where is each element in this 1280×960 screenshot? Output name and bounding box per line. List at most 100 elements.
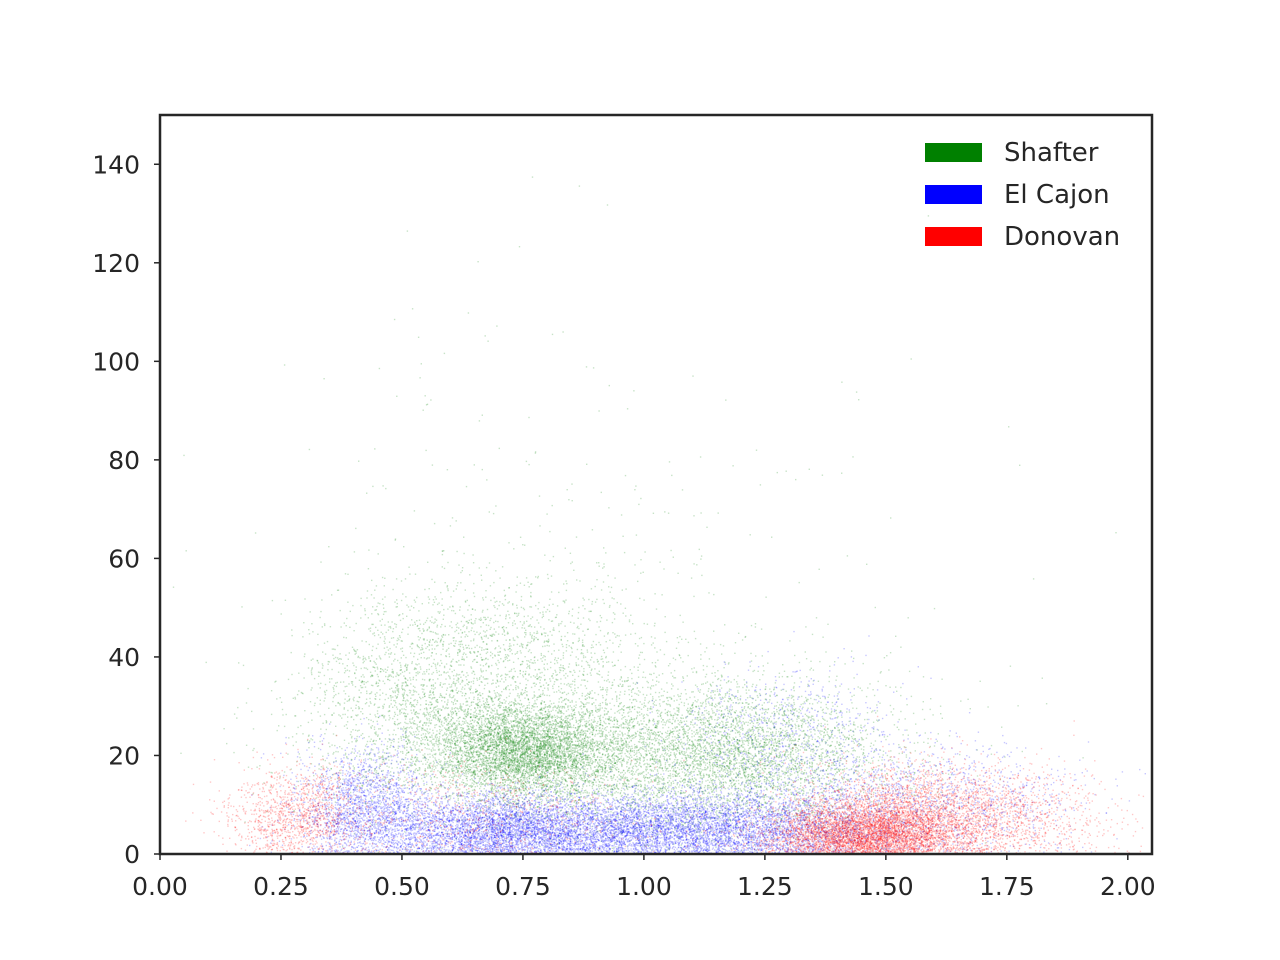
data-point — [582, 759, 584, 761]
data-point — [580, 739, 583, 741]
data-point — [597, 708, 599, 710]
data-point — [471, 747, 473, 749]
data-point — [463, 769, 465, 771]
data-point — [440, 772, 442, 774]
data-point — [597, 681, 600, 683]
data-point — [515, 734, 517, 737]
data-point — [449, 723, 451, 725]
data-point — [547, 743, 549, 745]
data-point — [497, 745, 499, 747]
data-point — [427, 753, 429, 756]
data-point — [492, 753, 495, 756]
data-point — [589, 759, 592, 761]
data-point — [587, 780, 589, 782]
data-point — [537, 762, 539, 764]
data-point — [531, 774, 533, 776]
data-point — [499, 752, 501, 754]
data-point — [447, 713, 449, 715]
data-point — [520, 766, 523, 768]
data-point — [561, 730, 564, 732]
data-point — [584, 734, 587, 737]
data-point — [546, 776, 549, 778]
data-point — [468, 755, 471, 757]
data-point — [511, 757, 513, 759]
data-point — [451, 717, 454, 719]
data-point — [509, 775, 511, 777]
data-point — [439, 763, 441, 766]
data-point — [473, 766, 475, 768]
data-point — [511, 788, 514, 790]
data-point — [534, 753, 537, 755]
data-point — [512, 767, 515, 769]
data-point — [515, 752, 517, 754]
data-point — [479, 735, 481, 737]
data-point — [667, 726, 670, 729]
data-point — [555, 751, 557, 754]
data-point — [584, 744, 587, 746]
data-point — [520, 711, 522, 713]
data-point — [430, 750, 433, 752]
data-point — [450, 734, 452, 737]
data-point — [444, 798, 446, 800]
data-point — [538, 749, 540, 751]
data-point — [569, 701, 571, 703]
data-point — [549, 732, 552, 734]
data-point — [531, 755, 534, 757]
data-point — [508, 713, 510, 716]
data-point — [543, 724, 545, 727]
data-point — [520, 779, 522, 781]
data-point — [586, 778, 588, 780]
data-point — [575, 701, 577, 703]
data-point — [443, 744, 445, 746]
data-point — [499, 736, 501, 738]
data-point — [486, 777, 488, 779]
data-point — [470, 709, 472, 711]
data-point — [516, 771, 518, 774]
data-point — [526, 705, 528, 707]
data-point — [596, 770, 598, 773]
data-point — [627, 769, 629, 771]
data-point — [645, 749, 648, 751]
data-point — [540, 777, 542, 780]
data-point — [418, 773, 421, 775]
data-point — [546, 733, 548, 735]
data-point — [535, 739, 538, 741]
data-point — [507, 711, 509, 713]
data-point — [476, 746, 478, 748]
data-point — [425, 730, 428, 732]
data-point — [480, 740, 483, 742]
data-point — [511, 764, 513, 767]
data-point — [503, 726, 506, 728]
data-point — [591, 734, 594, 736]
data-point — [463, 767, 466, 769]
data-point — [510, 747, 512, 750]
data-point — [382, 749, 384, 751]
data-point — [501, 742, 503, 744]
data-point — [550, 724, 553, 726]
data-point — [554, 723, 557, 725]
data-point — [513, 724, 515, 726]
data-point — [491, 782, 493, 785]
data-point — [550, 768, 552, 770]
data-point — [476, 703, 478, 705]
data-point — [488, 758, 491, 760]
data-point — [546, 752, 549, 754]
data-point — [488, 733, 490, 735]
data-point — [529, 753, 532, 755]
data-point — [519, 718, 521, 720]
data-point — [526, 749, 528, 751]
data-point — [475, 746, 478, 749]
data-point — [518, 772, 520, 774]
data-point — [511, 750, 513, 753]
data-point — [429, 756, 431, 758]
data-point — [580, 729, 582, 732]
data-point — [449, 743, 452, 745]
data-point — [487, 764, 489, 767]
data-point — [575, 770, 577, 772]
data-point — [565, 693, 568, 696]
data-point — [519, 740, 521, 742]
data-point — [563, 707, 566, 709]
data-point — [601, 770, 604, 772]
data-point — [562, 738, 564, 740]
data-point — [525, 762, 527, 764]
